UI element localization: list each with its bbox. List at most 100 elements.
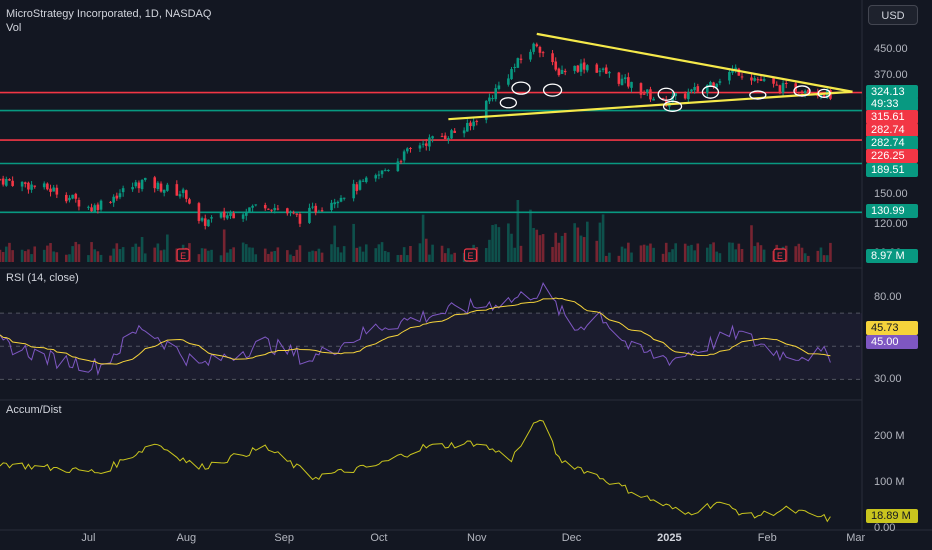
volume-bar <box>560 235 564 262</box>
time-tick: 2025 <box>657 532 682 544</box>
volume-bar <box>42 249 46 262</box>
rsi-tick: 30.00 <box>874 373 902 386</box>
volume-bar <box>11 250 14 262</box>
candle-body <box>0 179 2 181</box>
candle-body <box>267 208 270 210</box>
volume-bar <box>289 254 292 262</box>
volume-bar <box>222 229 226 262</box>
volume-bar <box>579 235 583 262</box>
volume-bar <box>30 254 33 262</box>
candle-body <box>298 214 302 224</box>
candle-body <box>23 182 27 184</box>
candle-body <box>20 181 24 187</box>
rsi-band <box>0 313 862 380</box>
volume-bar <box>320 252 324 262</box>
candle-body <box>87 206 90 208</box>
volume-bar <box>137 246 141 262</box>
volume-bar <box>617 255 621 262</box>
candle-body <box>52 187 55 192</box>
rsi-line <box>0 282 831 376</box>
candle-body <box>175 184 179 196</box>
volume-bar <box>649 243 652 262</box>
candle-body <box>143 177 147 180</box>
accum-dist-tick: 200 M <box>874 429 905 442</box>
candle-body <box>671 95 674 103</box>
volume-bar <box>443 253 447 262</box>
volume-bar <box>166 234 169 262</box>
candle-body <box>402 151 406 161</box>
volume-bar <box>286 250 289 262</box>
candle-body <box>248 207 251 212</box>
candle-body <box>289 211 292 213</box>
candle-body <box>131 187 134 190</box>
time-tick: Aug <box>176 532 197 544</box>
volume-bar <box>538 235 542 262</box>
volume-bar <box>750 225 753 262</box>
volume-bar <box>645 245 649 262</box>
candle-body <box>162 189 166 193</box>
volume-bar <box>292 255 295 262</box>
volume-bar <box>295 249 299 262</box>
volume-bar <box>756 242 760 262</box>
candle-body <box>453 130 456 134</box>
volume-bar <box>557 242 561 262</box>
candle-body <box>55 187 59 195</box>
chart-grid <box>0 0 932 531</box>
candle-body <box>516 58 520 68</box>
volume-bar <box>153 247 157 262</box>
volume-bar <box>762 249 766 262</box>
candle-body <box>314 205 318 213</box>
volume-bar <box>431 244 434 262</box>
volume-bar <box>601 214 605 262</box>
volume-bar <box>712 242 715 262</box>
annotation-circle <box>657 87 675 101</box>
volume-bar <box>226 252 229 262</box>
candle-body <box>352 183 355 199</box>
currency-button[interactable]: USD <box>868 5 918 25</box>
candle-body <box>440 136 444 138</box>
candle-body <box>254 204 258 206</box>
volume-bar <box>93 249 97 262</box>
candle-body <box>33 185 37 187</box>
volume-bar <box>450 254 453 262</box>
candle-body <box>226 215 229 219</box>
candle-body <box>712 82 715 87</box>
candle-body <box>775 84 779 86</box>
volume-bar <box>519 245 523 262</box>
candle-body <box>134 182 138 187</box>
earnings-marker <box>773 248 787 262</box>
candle-body <box>317 211 321 213</box>
volume-bar <box>661 253 665 262</box>
volume-bar <box>440 245 444 262</box>
candle-body <box>557 68 561 76</box>
accum-dist-tick: 100 M <box>874 475 905 488</box>
candle-body <box>595 64 599 73</box>
volume-bar <box>491 225 494 262</box>
volume-bar <box>668 252 671 262</box>
volume-bar <box>251 247 254 262</box>
volume-bar <box>582 237 586 262</box>
volume-bar <box>608 252 611 262</box>
candle-body <box>1 178 5 185</box>
candle-body <box>210 217 213 219</box>
volume-bar <box>652 247 655 262</box>
candle-body <box>342 197 346 199</box>
volume-bar <box>598 222 602 262</box>
volume-bar <box>816 250 820 262</box>
candle-body <box>5 178 8 186</box>
volume-bar <box>33 246 37 262</box>
volume-bar <box>428 254 431 262</box>
candle-body <box>497 85 501 89</box>
candle-body <box>27 182 30 190</box>
volume-bar <box>330 244 333 262</box>
candle-body <box>311 206 314 208</box>
volume-bar <box>734 249 737 262</box>
candle-body <box>513 66 516 68</box>
volume-bar <box>718 253 722 262</box>
candle-body <box>772 78 775 84</box>
candle-body <box>554 61 558 70</box>
volume-bar <box>532 227 535 262</box>
candle-body <box>551 53 554 63</box>
candle-body <box>472 121 475 127</box>
